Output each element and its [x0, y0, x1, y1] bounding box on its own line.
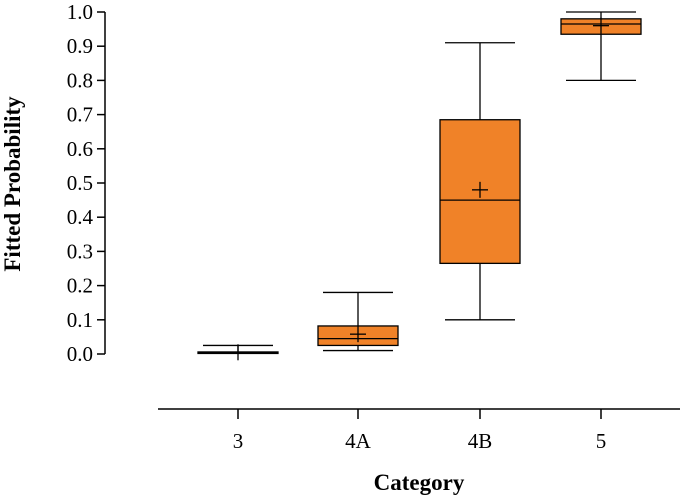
boxes	[197, 11, 642, 361]
y-tick-label: 0.2	[67, 274, 93, 298]
x-tick-label: 3	[233, 429, 244, 453]
y-tick-label: 0.9	[67, 34, 93, 58]
y-tick-label: 1.0	[67, 0, 93, 24]
y-tick-label: 0.7	[67, 103, 93, 127]
y-tick-label: 0.0	[67, 342, 93, 366]
y-tick-label: 0.6	[67, 137, 93, 161]
x-axis-title: Category	[374, 470, 465, 495]
x-tick-label: 4B	[468, 429, 493, 453]
box-4B	[439, 42, 521, 321]
y-tick-label: 0.3	[67, 239, 93, 263]
y-axis-title: Fitted Probability	[0, 96, 25, 272]
y-tick-label: 0.4	[67, 205, 94, 229]
box-4A	[317, 291, 399, 352]
x-axis: 3 4A 4B 5	[158, 408, 680, 453]
y-tick-label: 0.1	[67, 308, 93, 332]
x-tick-label: 4A	[345, 429, 372, 453]
x-tick-label: 5	[596, 429, 607, 453]
y-axis: 0.0 0.1 0.2 0.3 0.4 0.5 0.6 0.7 0.8 0.9 1.0	[67, 0, 106, 366]
box-3	[197, 344, 279, 361]
y-tick-label: 0.5	[67, 171, 93, 195]
y-tick-label: 0.8	[67, 68, 93, 92]
box-5	[560, 11, 642, 82]
